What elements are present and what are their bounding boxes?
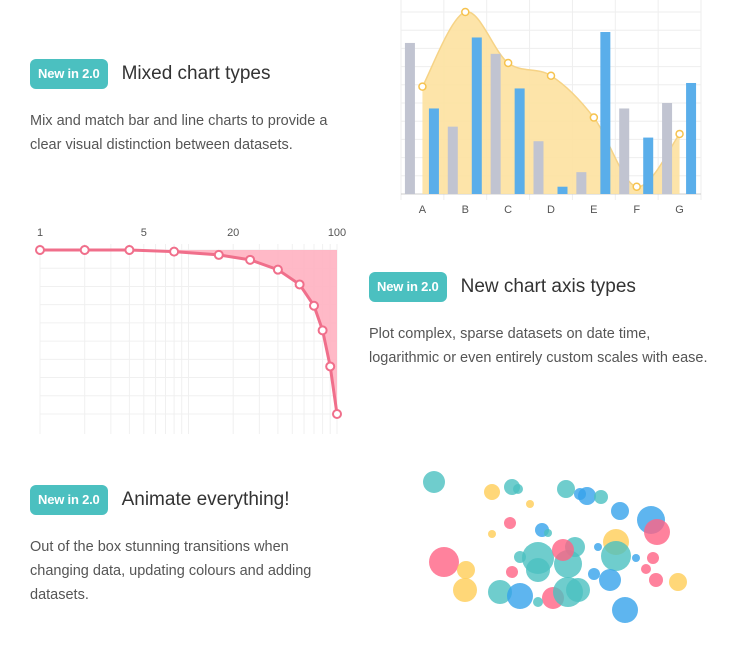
feature-title: New chart axis types xyxy=(460,276,636,297)
new-badge: New in 2.0 xyxy=(30,485,108,515)
series-point-9 xyxy=(317,325,328,336)
x-tick-label-100: 100 xyxy=(328,227,346,239)
x-tick-label-C: C xyxy=(504,204,512,216)
feature-title: Animate everything! xyxy=(121,489,290,510)
area-point-E xyxy=(589,113,599,122)
bubble-31 xyxy=(599,569,621,591)
feature-description: Plot complex, sparse datasets on date ti… xyxy=(369,326,708,366)
feature-description: Mix and match bar and line charts to pro… xyxy=(30,113,328,153)
feature-title: Mixed chart types xyxy=(121,63,271,84)
bar-series1-G xyxy=(662,103,673,194)
logarithmic-line-chart: 1 5 20 100 xyxy=(35,227,346,434)
x-tick-label-A: A xyxy=(419,204,427,216)
bubble-20 xyxy=(647,552,659,564)
bar-series2-B xyxy=(471,37,482,195)
new-badge: New in 2.0 xyxy=(30,59,108,89)
series-point-7 xyxy=(294,279,305,290)
x-tick-label-F: F xyxy=(633,204,640,216)
x-tick-label-5: 5 xyxy=(141,227,147,239)
bubble-9 xyxy=(611,502,629,520)
bar-series2-G xyxy=(686,82,697,194)
area-point-G xyxy=(675,129,684,139)
x-tick-label-20: 20 xyxy=(227,227,239,239)
x-tick-label-E: E xyxy=(590,204,597,216)
bar-series1-D xyxy=(533,141,544,194)
series-point-10 xyxy=(325,361,336,372)
area-point-A xyxy=(418,82,427,91)
feature-mixed-chart-types: New in 2.0 Mixed chart types Mix and mat… xyxy=(30,59,360,157)
bubble-chart xyxy=(423,471,687,623)
bubble-21 xyxy=(632,554,640,562)
bubble-33 xyxy=(669,573,687,591)
bubble-8 xyxy=(526,500,534,508)
feature-heading: New in 2.0 New chart axis types xyxy=(369,272,709,302)
bar-series2-E xyxy=(600,32,611,194)
feature-heading: New in 2.0 Mixed chart types xyxy=(30,59,360,89)
bubble-42 xyxy=(641,564,651,574)
bar-series2-A xyxy=(428,108,439,194)
bubble-17 xyxy=(594,543,602,551)
bar-series2-C xyxy=(514,88,525,194)
bar-series1-F xyxy=(619,108,630,194)
area-series-fill xyxy=(422,11,680,194)
feature-new-axis-types: New in 2.0 New chart axis types Plot com… xyxy=(369,272,709,370)
bubble-7 xyxy=(594,490,608,504)
bar-series1-A xyxy=(404,42,415,194)
x-tick-label-D: D xyxy=(547,204,555,216)
series-line xyxy=(40,248,339,415)
bubble-3 xyxy=(513,484,523,494)
series-point-3 xyxy=(169,246,180,257)
bubble-38 xyxy=(553,577,583,607)
series-point-11 xyxy=(332,409,342,419)
bubble-35 xyxy=(488,580,512,604)
bar-series1-B xyxy=(447,126,458,194)
bubble-28 xyxy=(522,542,554,574)
x-tick-label-B: B xyxy=(462,204,469,216)
series-point-6 xyxy=(272,264,283,275)
series-fill xyxy=(40,250,337,414)
bubble-14 xyxy=(488,530,496,538)
series-point-0 xyxy=(35,245,45,255)
area-point-F xyxy=(632,182,641,191)
bubble-34 xyxy=(453,578,477,602)
feature-heading: New in 2.0 Animate everything! xyxy=(30,485,350,515)
new-badge: New in 2.0 xyxy=(369,272,447,302)
bubble-6 xyxy=(574,488,586,500)
bubble-32 xyxy=(649,573,663,587)
series-point-2 xyxy=(124,245,135,255)
bar-series2-F xyxy=(643,137,654,194)
bubble-19 xyxy=(601,541,631,571)
area-point-B xyxy=(461,7,470,17)
bubble-26 xyxy=(506,566,518,578)
series-point-4 xyxy=(213,249,224,260)
series-point-5 xyxy=(245,254,256,265)
bubble-36 xyxy=(507,583,533,609)
bar-series1-C xyxy=(490,53,501,194)
bubble-39 xyxy=(533,597,543,607)
bubble-11 xyxy=(644,519,670,545)
bubble-22 xyxy=(429,547,459,577)
bubble-15 xyxy=(504,517,516,529)
area-point-D xyxy=(546,71,556,80)
mixed-bar-line-chart: A B C D E F G xyxy=(400,0,702,216)
bubble-4 xyxy=(557,480,575,498)
bubble-0 xyxy=(423,471,445,493)
bubble-29 xyxy=(552,539,574,561)
feature-animate-everything: New in 2.0 Animate everything! Out of th… xyxy=(30,485,350,607)
bubble-23 xyxy=(457,561,475,579)
bar-series1-E xyxy=(576,172,587,194)
bubble-13 xyxy=(544,529,552,537)
series-point-8 xyxy=(308,300,319,311)
bubble-1 xyxy=(484,484,500,500)
bubble-40 xyxy=(612,597,638,623)
x-tick-label-1: 1 xyxy=(37,227,43,239)
bar-series2-D xyxy=(557,186,568,194)
bubble-41 xyxy=(588,568,600,580)
area-point-C xyxy=(503,58,513,68)
feature-description: Out of the box stunning transitions when… xyxy=(30,539,312,603)
series-point-1 xyxy=(79,245,90,255)
x-tick-label-G: G xyxy=(675,204,684,216)
